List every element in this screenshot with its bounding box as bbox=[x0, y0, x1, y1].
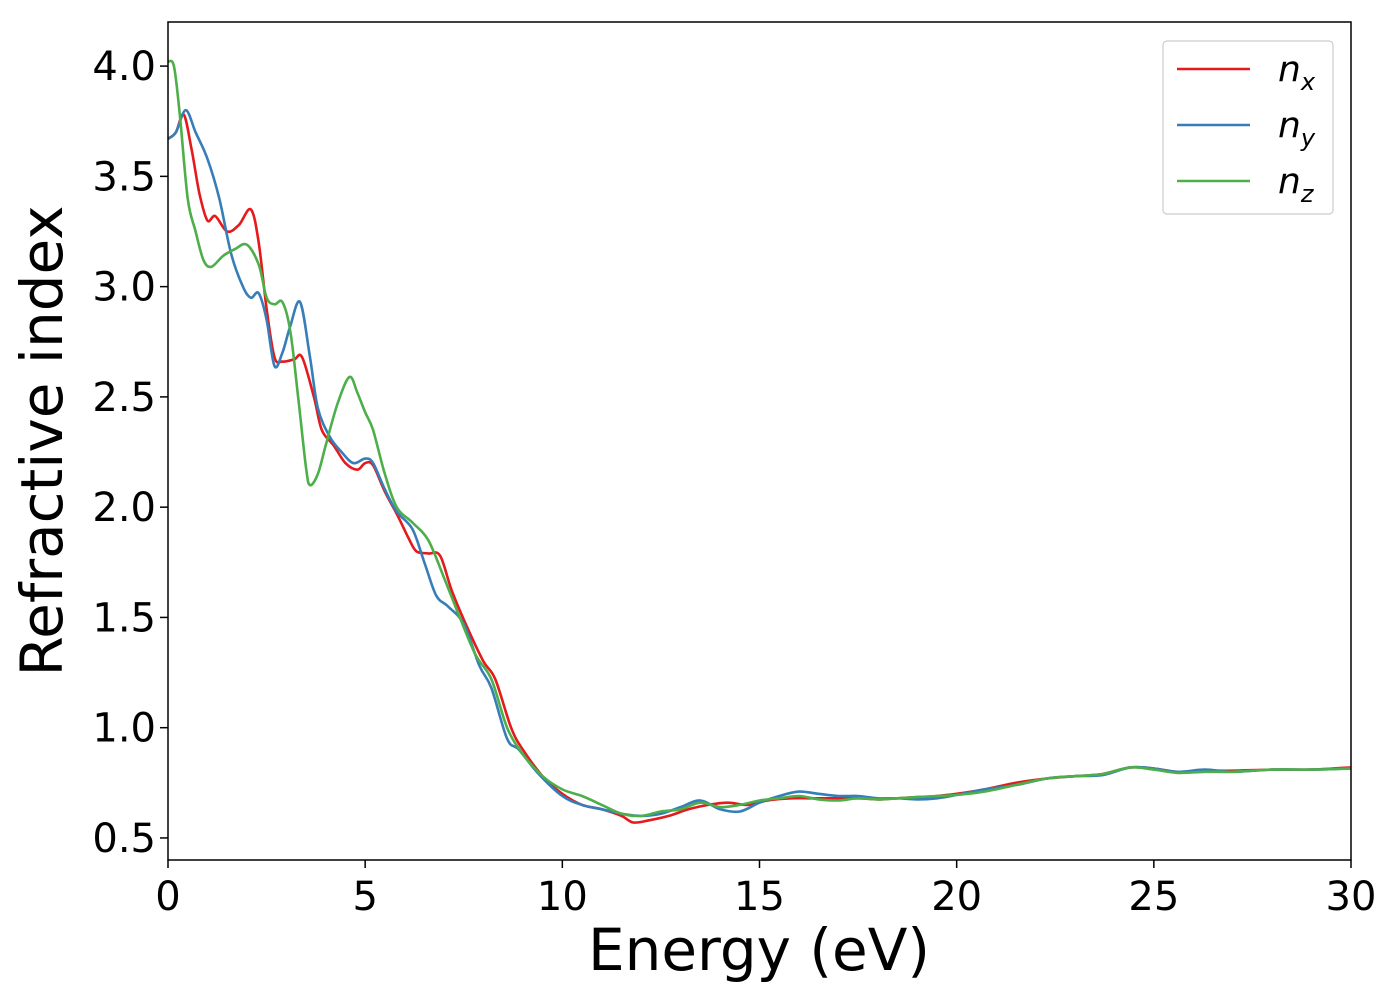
y-tick-label: 1.0 bbox=[92, 706, 156, 752]
legend-label-y: ny bbox=[1278, 105, 1316, 152]
plot-lines bbox=[167, 59, 1352, 824]
legend: nx ny nz bbox=[1162, 40, 1334, 215]
y-tick-label: 2.0 bbox=[92, 485, 156, 531]
y-tick-label: 3.0 bbox=[92, 265, 156, 311]
x-axis-title: Energy (eV) bbox=[588, 916, 930, 984]
y-tick-label: 3.5 bbox=[92, 154, 156, 200]
y-tick-label: 1.5 bbox=[92, 595, 156, 641]
x-tick-label: 25 bbox=[1128, 874, 1179, 920]
y-tick-label: 2.5 bbox=[92, 375, 156, 421]
x-tick-label: 20 bbox=[931, 874, 982, 920]
legend-label-x: nx bbox=[1278, 49, 1316, 96]
x-tick-label: 30 bbox=[1326, 874, 1377, 920]
x-axis-ticks: 0 5 10 15 20 25 30 bbox=[155, 860, 1376, 920]
x-tick-label: 0 bbox=[155, 874, 180, 920]
y-tick-label: 0.5 bbox=[92, 816, 156, 862]
y-axis-ticks: 0.5 1.0 1.5 2.0 2.5 3.0 3.5 4.0 bbox=[92, 44, 168, 862]
y-tick-label: 4.0 bbox=[92, 44, 156, 90]
series-line-z bbox=[167, 59, 1352, 818]
legend-box bbox=[1162, 40, 1334, 215]
x-tick-label: 10 bbox=[537, 874, 588, 920]
y-axis-title: Refractive index bbox=[8, 205, 76, 676]
legend-label-z: nz bbox=[1278, 161, 1315, 208]
x-tick-label: 5 bbox=[352, 874, 377, 920]
x-tick-label: 15 bbox=[734, 874, 785, 920]
